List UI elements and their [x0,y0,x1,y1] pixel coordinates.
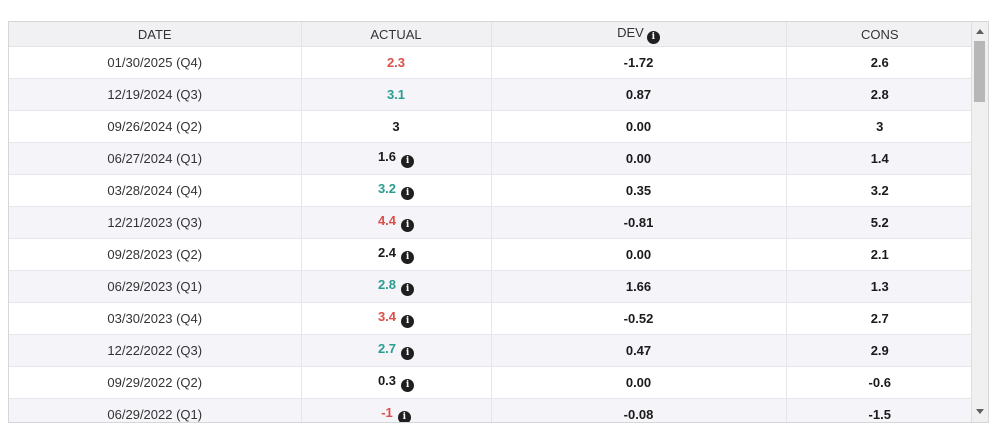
actual-cell: 0.3 i [301,366,492,399]
date-cell: 01/30/2025 (Q4) [9,46,302,79]
table-row[interactable]: 09/26/2024 (Q2) 3 0.00 3 [9,110,971,143]
actual-value: 2.7 [377,341,397,356]
date-cell: 09/29/2022 (Q2) [9,366,302,399]
dev-cell: 0.35 [491,174,787,207]
table-row[interactable]: 09/28/2023 (Q2) 2.4 i 0.00 2.1 [9,238,971,271]
column-header-date: DATE [9,22,302,47]
cons-cell: 2.7 [786,302,971,335]
column-header-cons: CONS [786,22,971,47]
table-header-row: DATE ACTUAL DEV i CONS [9,22,971,47]
actual-cell: -1 i [301,398,492,422]
vertical-scrollbar[interactable] [971,22,988,422]
cons-cell: 2.6 [786,46,971,79]
dev-cell: 0.00 [491,366,787,399]
actual-cell: 2.7 i [301,334,492,367]
dev-cell: 0.00 [491,110,787,143]
date-cell: 09/26/2024 (Q2) [9,110,302,143]
triangle-down-icon [976,409,984,414]
dev-cell: -1.72 [491,46,787,79]
info-icon[interactable]: i [646,30,660,44]
info-icon[interactable]: i [401,315,415,328]
date-cell: 06/29/2022 (Q1) [9,398,302,422]
dev-cell: 0.00 [491,238,787,271]
cons-cell: 1.3 [786,270,971,303]
dev-cell: 0.47 [491,334,787,367]
history-table: DATE ACTUAL DEV i CONS 01/30/2025 (Q4) 2.… [9,22,971,422]
actual-value: -1 [381,405,393,420]
table-row[interactable]: 06/27/2024 (Q1) 1.6 i 0.00 1.4 [9,142,971,175]
cons-cell: 2.8 [786,78,971,111]
cons-cell: 3 [786,110,971,143]
table-row[interactable]: 12/19/2024 (Q3) 3.1 0.87 2.8 [9,78,971,111]
table-row[interactable]: 01/30/2025 (Q4) 2.3 -1.72 2.6 [9,46,971,79]
triangle-up-icon [976,29,984,34]
table-row[interactable]: 06/29/2023 (Q1) 2.8 i 1.66 1.3 [9,270,971,303]
table-row[interactable]: 06/29/2022 (Q1) -1 i -0.08 -1.5 [9,398,971,422]
actual-value: 2.8 [377,277,397,292]
info-icon[interactable]: i [401,187,415,200]
info-icon[interactable]: i [401,219,415,232]
dev-cell: -0.52 [491,302,787,335]
table-row[interactable]: 03/28/2024 (Q4) 3.2 i 0.35 3.2 [9,174,971,207]
actual-value: 3.1 [386,87,406,102]
actual-cell: 3.1 [301,78,492,111]
column-header-actual-label: ACTUAL [370,26,422,42]
date-cell: 12/21/2023 (Q3) [9,206,302,239]
actual-cell: 3.2 i [301,174,492,207]
cons-cell: -1.5 [786,398,971,422]
info-icon[interactable]: i [397,411,411,422]
column-header-dev-label: DEV [617,24,644,40]
dev-cell: 1.66 [491,270,787,303]
info-icon[interactable]: i [401,347,415,360]
actual-value: 3.2 [377,181,397,196]
dev-cell: -0.08 [491,398,787,422]
dev-cell: -0.81 [491,206,787,239]
actual-cell: 1.6 i [301,142,492,175]
column-header-cons-label: CONS [860,26,899,42]
table-row[interactable]: 09/29/2022 (Q2) 0.3 i 0.00 -0.6 [9,366,971,399]
date-cell: 03/30/2023 (Q4) [9,302,302,335]
date-cell: 09/28/2023 (Q2) [9,238,302,271]
date-cell: 03/28/2024 (Q4) [9,174,302,207]
actual-value: 2.3 [386,55,406,70]
column-header-dev: DEV i [491,22,787,47]
cons-cell: -0.6 [786,366,971,399]
table-row[interactable]: 12/22/2022 (Q3) 2.7 i 0.47 2.9 [9,334,971,367]
date-cell: 12/22/2022 (Q3) [9,334,302,367]
actual-cell: 2.3 [301,46,492,79]
actual-cell: 3 [301,110,492,143]
actual-value: 1.6 [377,149,397,164]
cons-cell: 5.2 [786,206,971,239]
cons-cell: 2.1 [786,238,971,271]
history-table-panel: DATE ACTUAL DEV i CONS 01/30/2025 (Q4) 2.… [8,21,989,423]
actual-value: 3 [392,119,400,134]
scrollbar-thumb[interactable] [974,41,985,102]
cons-cell: 2.9 [786,334,971,367]
actual-cell: 4.4 i [301,206,492,239]
actual-cell: 3.4 i [301,302,492,335]
info-icon[interactable]: i [401,251,415,264]
info-icon[interactable]: i [401,155,415,168]
actual-value: 2.4 [377,245,397,260]
table-row[interactable]: 03/30/2023 (Q4) 3.4 i -0.52 2.7 [9,302,971,335]
actual-value: 0.3 [377,373,397,388]
info-icon[interactable]: i [401,379,415,392]
dev-cell: 0.87 [491,78,787,111]
cons-cell: 1.4 [786,142,971,175]
column-header-actual: ACTUAL [301,22,492,47]
date-cell: 06/29/2023 (Q1) [9,270,302,303]
info-icon[interactable]: i [401,283,415,296]
table-scroll-viewport: DATE ACTUAL DEV i CONS 01/30/2025 (Q4) 2.… [9,22,971,422]
date-cell: 12/19/2024 (Q3) [9,78,302,111]
cons-cell: 3.2 [786,174,971,207]
actual-value: 3.4 [377,309,397,324]
table-row[interactable]: 12/21/2023 (Q3) 4.4 i -0.81 5.2 [9,206,971,239]
dev-cell: 0.00 [491,142,787,175]
actual-cell: 2.8 i [301,270,492,303]
column-header-date-label: DATE [137,26,172,42]
actual-value: 4.4 [377,213,397,228]
actual-cell: 2.4 i [301,238,492,271]
table-body: 01/30/2025 (Q4) 2.3 -1.72 2.6 12/19/2024… [9,46,971,422]
date-cell: 06/27/2024 (Q1) [9,142,302,175]
